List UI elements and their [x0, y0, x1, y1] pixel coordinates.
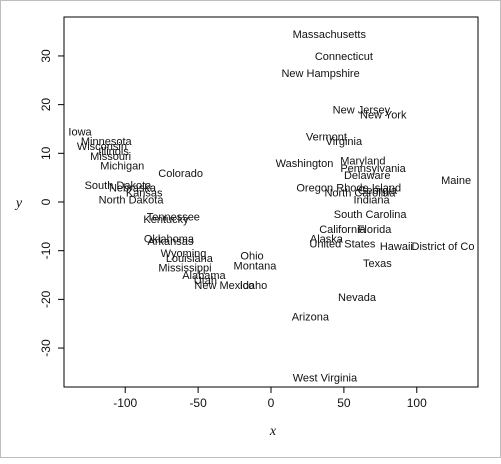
point-label: Texas: [363, 258, 392, 270]
point-label: Wisconsin: [77, 141, 127, 153]
point-label: Vermont: [306, 131, 347, 143]
point-label: Montana: [234, 260, 278, 272]
point-label: New York: [360, 109, 407, 121]
point-labels: Massachusetts Connecticut New Hampshire New…: [68, 29, 474, 384]
point-label: Virginia: [326, 136, 363, 148]
y-tick-label: 20: [39, 98, 53, 112]
x-tick-label: 0: [268, 396, 275, 410]
point-label: New Hampshire: [281, 68, 359, 80]
point-label: Rhode Island: [336, 182, 401, 194]
x-tick-label: -100: [113, 396, 137, 410]
point-label: Alaska: [310, 234, 344, 246]
point-label: Nebraska: [109, 182, 157, 194]
point-label: South Carolina: [334, 209, 408, 221]
y-tick-label: 10: [39, 146, 53, 160]
x-tick-label: 50: [337, 396, 351, 410]
point-label: Arkansas: [147, 236, 193, 248]
point-label: Indiana: [354, 195, 391, 207]
y-axis-title: y: [14, 196, 23, 211]
point-label: Idaho: [240, 280, 268, 292]
point-label: Missouri: [90, 151, 131, 163]
x-axis: -100 -50 0 50 100: [113, 387, 427, 410]
point-label: Michigan: [100, 160, 144, 172]
point-label: Tennessee: [147, 212, 200, 224]
point-label: Alabama: [182, 270, 226, 282]
y-axis: -30 -20 -10 0 10 20 30: [39, 49, 64, 357]
point-label: Iowa: [68, 126, 92, 138]
point-label: United States: [309, 238, 376, 250]
point-label: Colorado: [158, 168, 203, 180]
point-label: Wyoming: [161, 248, 207, 260]
y-tick-label: -10: [39, 242, 53, 260]
point-label: North Carolina: [324, 187, 396, 199]
point-label: Kentucky: [143, 214, 189, 226]
point-label: Massachusetts: [293, 29, 367, 41]
x-axis-title: x: [269, 424, 277, 439]
point-label: West Virginia: [293, 372, 358, 384]
point-label: Oklahoma: [144, 234, 195, 246]
point-label: Oregon: [296, 182, 333, 194]
point-label: Maine: [441, 175, 471, 187]
point-label: Illinois: [98, 146, 129, 158]
point-label: Georgia: [358, 185, 398, 197]
point-label: Florida: [358, 224, 393, 236]
point-label: Washington: [276, 158, 334, 170]
point-label: District of Co: [412, 241, 475, 253]
point-label: Pennsylvania: [340, 163, 406, 175]
point-label: Utah: [194, 275, 217, 287]
y-tick-label: 0: [39, 198, 53, 205]
x-tick-label: -50: [189, 396, 207, 410]
point-label: Maryland: [340, 156, 385, 168]
x-tick-label: 100: [407, 396, 427, 410]
point-label: Minnesota: [81, 136, 133, 148]
y-tick-label: -30: [39, 339, 53, 357]
point-label: New Jersey: [333, 105, 391, 117]
y-tick-label: 30: [39, 49, 53, 63]
point-label: New Mexico: [194, 280, 254, 292]
point-label: Delaware: [344, 170, 390, 182]
point-label: Arizona: [292, 311, 330, 323]
point-label: Mississippi: [158, 263, 211, 275]
point-label: South Dakota: [85, 180, 153, 192]
point-label: Louisiana: [166, 253, 214, 265]
point-label: Hawaii: [380, 241, 413, 253]
point-label: Nevada: [338, 292, 377, 304]
point-label: Ohio: [240, 251, 263, 263]
y-tick-label: -20: [39, 290, 53, 308]
point-label: California: [319, 224, 366, 236]
point-label: Connecticut: [315, 51, 373, 63]
point-label: North Dakota: [99, 195, 165, 207]
point-label: Kansas: [126, 187, 163, 199]
